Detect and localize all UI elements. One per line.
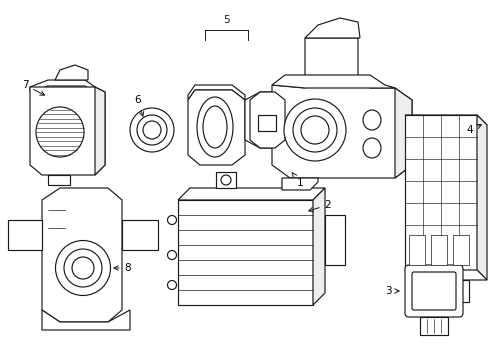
Polygon shape [8,220,42,250]
Polygon shape [188,90,245,165]
FancyBboxPatch shape [405,265,463,317]
Ellipse shape [284,99,346,161]
Ellipse shape [130,108,174,152]
Polygon shape [48,175,70,185]
Ellipse shape [168,216,176,225]
Text: 8: 8 [114,263,131,273]
Text: 6: 6 [135,95,144,116]
Ellipse shape [221,175,231,185]
Ellipse shape [64,249,102,287]
Polygon shape [272,38,412,178]
Ellipse shape [197,97,233,157]
Polygon shape [413,280,469,302]
Polygon shape [216,172,236,188]
Polygon shape [325,215,345,265]
Polygon shape [122,220,158,250]
Polygon shape [55,65,88,80]
Polygon shape [272,75,395,88]
Polygon shape [405,115,487,125]
Polygon shape [30,87,105,175]
Text: 5: 5 [222,15,229,25]
Polygon shape [305,18,360,38]
Polygon shape [178,188,325,200]
Bar [453,235,469,265]
Bar [409,235,425,265]
Ellipse shape [363,138,381,158]
FancyBboxPatch shape [412,272,456,310]
Polygon shape [95,87,105,175]
Polygon shape [405,270,487,280]
Polygon shape [42,310,130,330]
Text: 7: 7 [22,80,45,95]
Polygon shape [313,188,325,305]
Ellipse shape [363,110,381,130]
Ellipse shape [55,240,111,296]
Ellipse shape [293,108,337,152]
Polygon shape [395,88,412,178]
Ellipse shape [72,257,94,279]
Ellipse shape [36,107,84,157]
Ellipse shape [143,121,161,139]
Text: 4: 4 [466,125,482,135]
Text: 2: 2 [309,200,331,212]
Bar [258,115,276,131]
Ellipse shape [168,251,176,260]
Ellipse shape [137,115,167,145]
Polygon shape [245,92,288,148]
Polygon shape [30,80,95,92]
Polygon shape [477,115,487,280]
Ellipse shape [203,106,227,148]
Ellipse shape [301,116,329,144]
Polygon shape [178,200,313,305]
Polygon shape [188,85,245,100]
Polygon shape [282,178,318,190]
Ellipse shape [168,280,176,289]
Polygon shape [405,115,477,270]
Polygon shape [250,92,285,148]
Text: 1: 1 [292,173,303,188]
Polygon shape [420,317,448,335]
Bar [431,235,447,265]
Polygon shape [42,188,122,322]
Text: 3: 3 [385,286,399,296]
